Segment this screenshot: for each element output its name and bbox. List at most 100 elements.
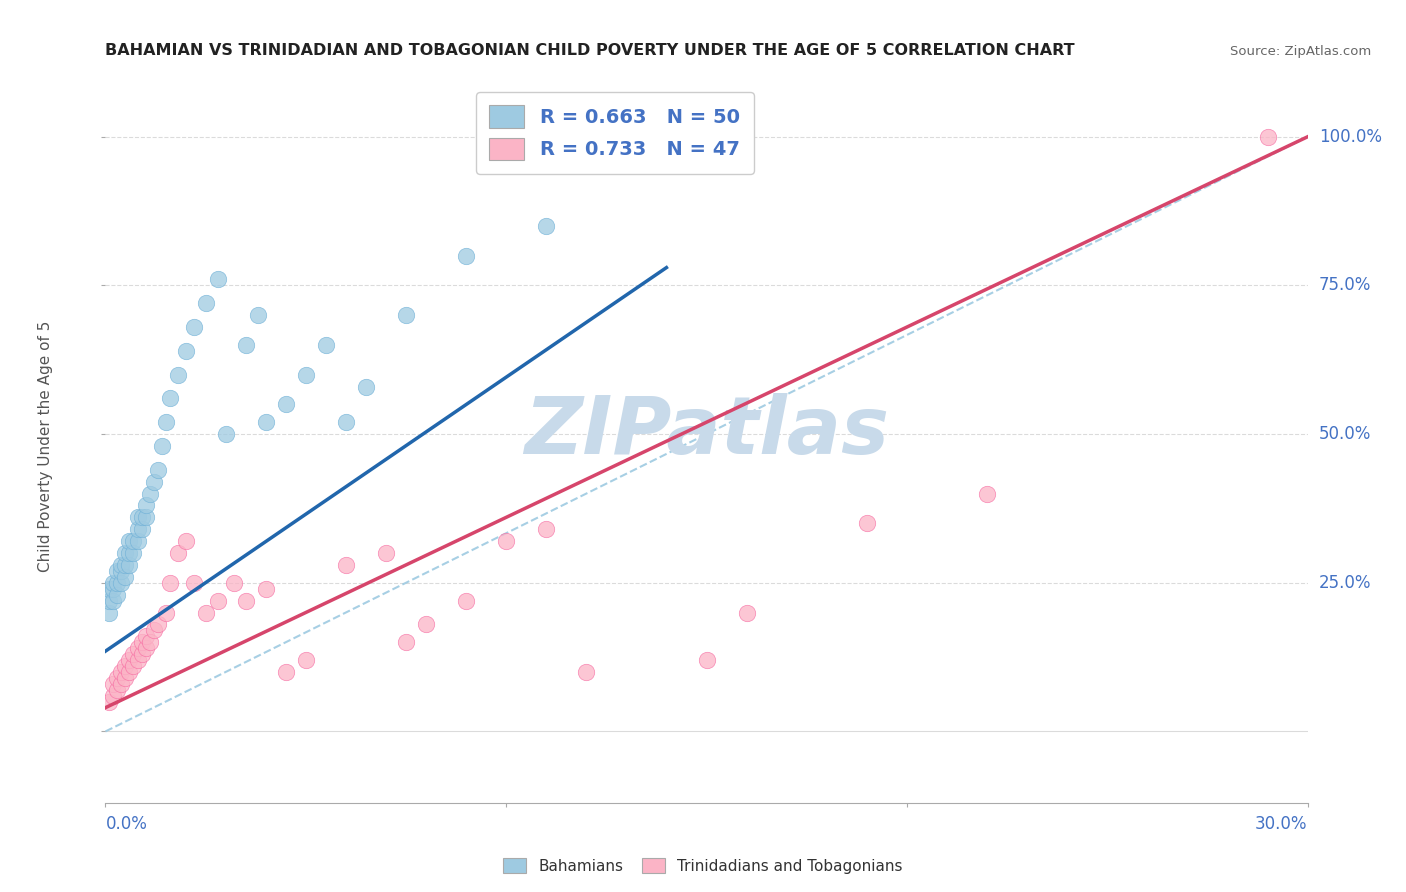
Point: [575, 665, 598, 679]
Point: [194, 606, 217, 620]
Point: [118, 534, 141, 549]
Point: [454, 593, 477, 607]
Text: 25.0%: 25.0%: [1319, 574, 1371, 591]
Point: [135, 641, 157, 656]
Point: [103, 575, 125, 590]
Point: [110, 564, 132, 578]
Point: [374, 546, 398, 560]
Point: [114, 570, 136, 584]
Text: Source: ZipAtlas.com: Source: ZipAtlas.com: [1230, 45, 1371, 58]
Text: BAHAMIAN VS TRINIDADIAN AND TOBAGONIAN CHILD POVERTY UNDER THE AGE OF 5 CORRELAT: BAHAMIAN VS TRINIDADIAN AND TOBAGONIAN C…: [105, 43, 1076, 58]
Point: [166, 546, 188, 560]
Point: [246, 308, 269, 322]
Point: [274, 665, 297, 679]
Legend: Bahamians, Trinidadians and Tobagonians: Bahamians, Trinidadians and Tobagonians: [498, 852, 908, 880]
Point: [103, 689, 125, 703]
Point: [110, 665, 132, 679]
Point: [274, 397, 297, 411]
Text: Child Poverty Under the Age of 5: Child Poverty Under the Age of 5: [38, 320, 53, 572]
Point: [138, 635, 160, 649]
Point: [127, 510, 149, 524]
Point: [107, 682, 129, 697]
Point: [103, 677, 125, 691]
Point: [150, 439, 173, 453]
Point: [534, 522, 557, 536]
Point: [855, 516, 877, 531]
Point: [103, 593, 125, 607]
Point: [122, 534, 145, 549]
Point: [110, 558, 132, 572]
Point: [207, 593, 229, 607]
Point: [131, 510, 153, 524]
Point: [114, 546, 136, 560]
Point: [315, 338, 337, 352]
Point: [98, 593, 121, 607]
Point: [107, 671, 129, 685]
Point: [98, 582, 121, 596]
Point: [122, 546, 145, 560]
Point: [395, 635, 418, 649]
Point: [131, 635, 153, 649]
Point: [254, 415, 277, 429]
Point: [122, 659, 145, 673]
Point: [354, 379, 377, 393]
Point: [155, 415, 177, 429]
Point: [131, 522, 153, 536]
Point: [114, 671, 136, 685]
Point: [107, 588, 129, 602]
Text: 30.0%: 30.0%: [1256, 814, 1308, 833]
Point: [183, 320, 205, 334]
Point: [495, 534, 517, 549]
Point: [127, 534, 149, 549]
Point: [235, 338, 257, 352]
Point: [335, 558, 357, 572]
Point: [103, 582, 125, 596]
Text: ZIPatlas: ZIPatlas: [524, 392, 889, 471]
Point: [135, 510, 157, 524]
Point: [110, 575, 132, 590]
Point: [295, 368, 318, 382]
Point: [454, 249, 477, 263]
Point: [415, 617, 437, 632]
Point: [166, 368, 188, 382]
Point: [174, 534, 197, 549]
Point: [114, 558, 136, 572]
Point: [118, 665, 141, 679]
Point: [118, 653, 141, 667]
Point: [135, 499, 157, 513]
Point: [735, 606, 758, 620]
Point: [214, 427, 236, 442]
Point: [118, 558, 141, 572]
Point: [146, 463, 169, 477]
Point: [696, 653, 718, 667]
Point: [135, 629, 157, 643]
Point: [222, 575, 245, 590]
Point: [98, 606, 121, 620]
Point: [138, 486, 160, 500]
Point: [183, 575, 205, 590]
Point: [235, 593, 257, 607]
Point: [107, 575, 129, 590]
Text: 100.0%: 100.0%: [1319, 128, 1382, 145]
Text: 0.0%: 0.0%: [105, 814, 148, 833]
Point: [159, 392, 181, 406]
Point: [295, 653, 318, 667]
Point: [142, 624, 165, 638]
Point: [534, 219, 557, 233]
Point: [976, 486, 998, 500]
Text: 50.0%: 50.0%: [1319, 425, 1371, 443]
Text: 75.0%: 75.0%: [1319, 277, 1371, 294]
Point: [118, 546, 141, 560]
Point: [207, 272, 229, 286]
Point: [1257, 129, 1279, 144]
Point: [114, 659, 136, 673]
Point: [122, 647, 145, 661]
Point: [127, 641, 149, 656]
Point: [174, 343, 197, 358]
Point: [146, 617, 169, 632]
Point: [395, 308, 418, 322]
Point: [142, 475, 165, 489]
Point: [127, 653, 149, 667]
Point: [159, 575, 181, 590]
Point: [131, 647, 153, 661]
